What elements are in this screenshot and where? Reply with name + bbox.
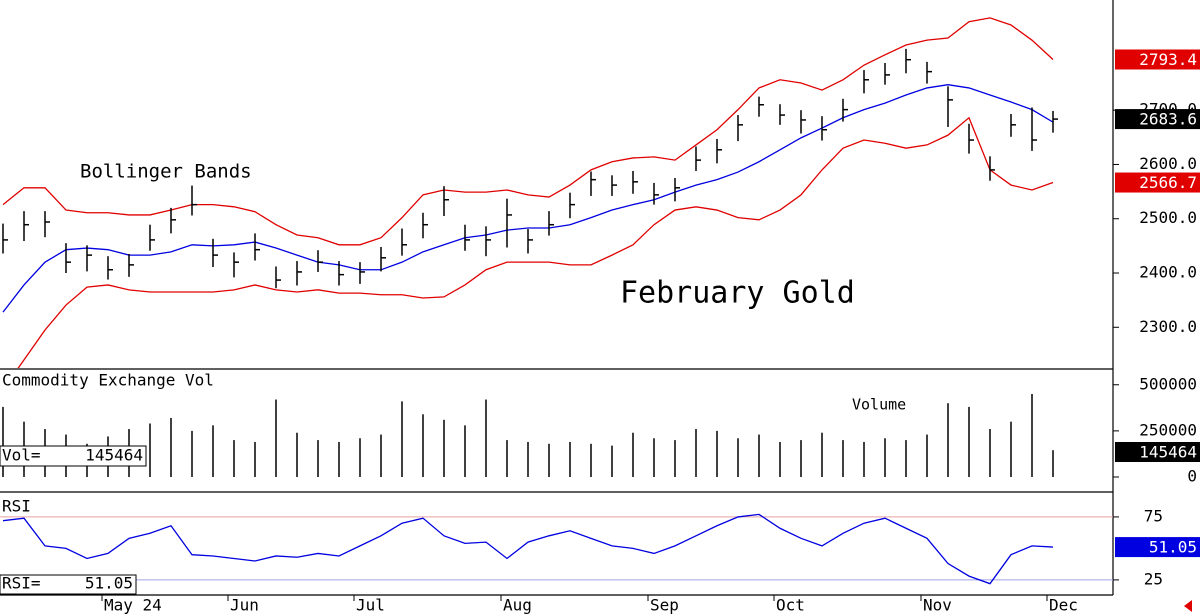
x-tick-label: Oct xyxy=(776,596,805,615)
x-tick-label: Nov xyxy=(923,596,952,615)
panel-title: RSI xyxy=(2,497,31,516)
readout-label: RSI= xyxy=(2,574,41,593)
x-tick-label: Sep xyxy=(650,596,679,615)
x-tick-label: Dec xyxy=(1049,596,1078,615)
value-label-bg xyxy=(1115,537,1200,558)
line xyxy=(2,513,1054,585)
x-tick-label: May 24 xyxy=(104,596,162,615)
value-label: 2683.6 xyxy=(1139,110,1197,129)
line xyxy=(17,116,1054,368)
line xyxy=(2,17,1054,246)
value-label: 51.05 xyxy=(1149,538,1197,557)
line xyxy=(2,84,1054,313)
x-tick-label: Jun xyxy=(230,596,259,615)
y-tick-label: 75 xyxy=(1144,506,1163,525)
y-tick-label: 0 xyxy=(1187,467,1197,486)
panel-title: Commodity Exchange Vol xyxy=(2,371,214,390)
x-tick-label: Jul xyxy=(356,596,385,615)
annotation: Bollinger Bands xyxy=(80,161,252,183)
y-tick-label: 2300.0 xyxy=(1139,317,1197,336)
y-tick-label: 25 xyxy=(1144,569,1163,588)
x-tick-label: Aug xyxy=(503,596,532,615)
value-label-bg xyxy=(1115,109,1200,130)
y-tick-label: 250000 xyxy=(1139,420,1197,439)
chart-title: February Gold xyxy=(620,276,855,311)
readout-label: Vol= xyxy=(2,446,41,465)
frame xyxy=(0,0,1114,596)
y-tick-label: 2500.0 xyxy=(1139,208,1197,227)
readout-box xyxy=(0,445,147,467)
readout-box xyxy=(0,574,137,595)
value-label: 2793.4 xyxy=(1139,50,1197,69)
value-label: 2566.7 xyxy=(1139,173,1197,192)
y-tick-label: 500000 xyxy=(1139,374,1197,393)
readout-value: 145464 xyxy=(85,446,143,465)
value-label-bg xyxy=(1115,442,1200,462)
y-tick-label: 2600.0 xyxy=(1139,154,1197,173)
value-label-bg xyxy=(1115,49,1200,70)
y-tick-label: 2400.0 xyxy=(1139,263,1197,282)
readout-value: 51.05 xyxy=(85,574,133,593)
plot-area xyxy=(2,17,1058,368)
annotation: Volume xyxy=(852,396,906,414)
value-label-bg xyxy=(1115,172,1200,193)
value-label: 145464 xyxy=(1139,443,1197,462)
scroll-arrow xyxy=(1184,600,1192,612)
